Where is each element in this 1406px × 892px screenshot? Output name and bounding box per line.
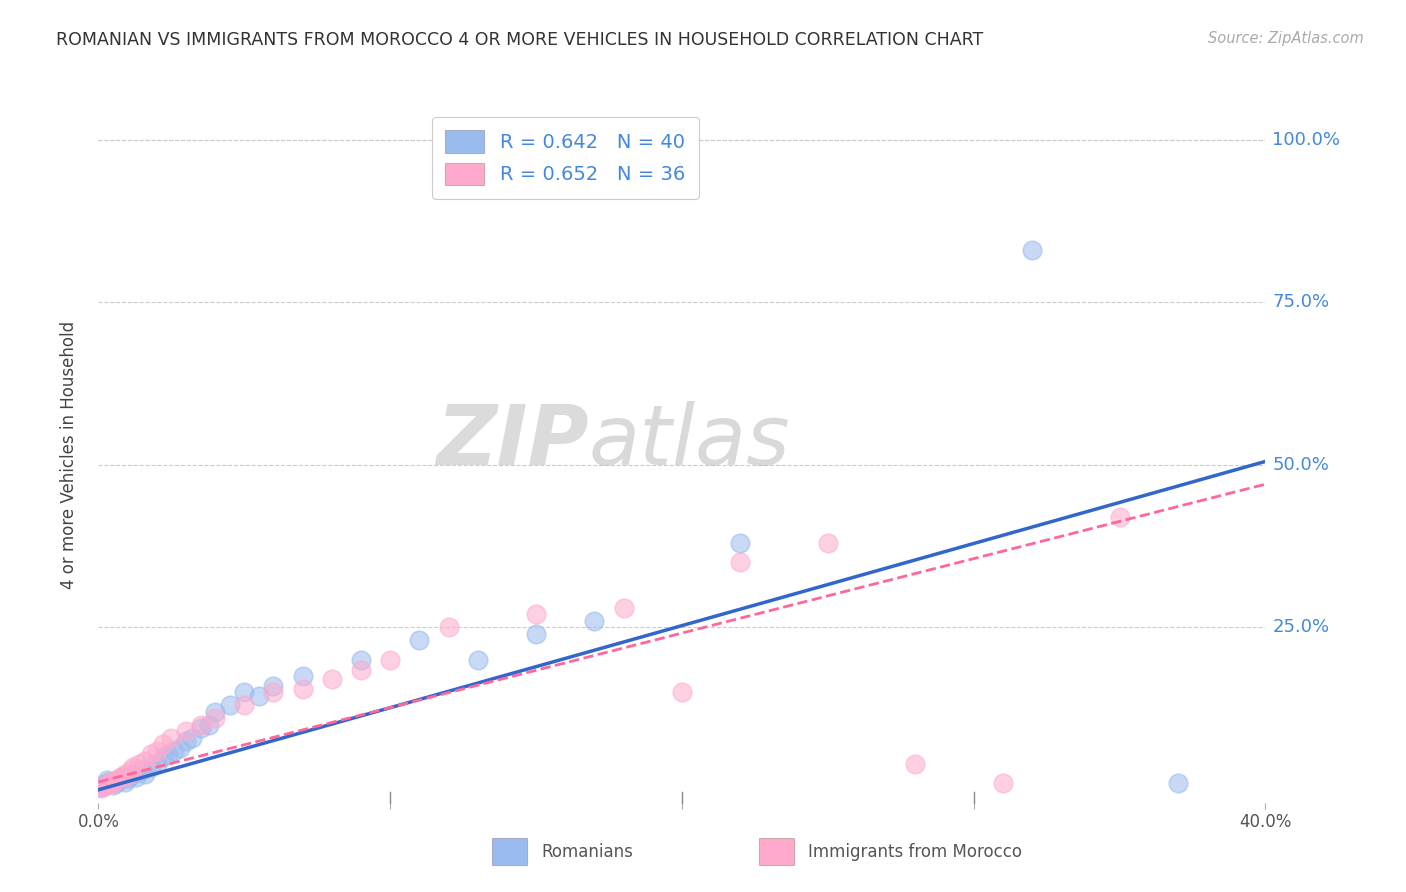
Point: [122, 766, 145, 780]
Text: Romanians: Romanians: [541, 843, 633, 861]
Point: [262, 679, 284, 693]
Point: [904, 756, 927, 771]
Point: [111, 770, 134, 784]
Point: [96, 776, 118, 790]
Point: [174, 724, 197, 739]
Point: [111, 770, 134, 784]
Point: [169, 740, 191, 755]
Point: [233, 698, 256, 713]
Point: [108, 772, 131, 787]
Point: [817, 535, 839, 549]
Point: [98, 775, 121, 789]
Point: [204, 711, 226, 725]
Point: [104, 772, 127, 787]
Text: ZIP: ZIP: [436, 401, 589, 482]
Point: [163, 744, 186, 758]
Point: [122, 760, 145, 774]
Point: [583, 614, 606, 628]
Point: [152, 737, 174, 751]
Point: [101, 778, 124, 792]
Point: [108, 771, 131, 785]
Point: [190, 721, 212, 735]
Point: [437, 620, 460, 634]
Point: [117, 771, 139, 785]
Point: [157, 747, 180, 761]
Point: [174, 734, 197, 748]
Point: [98, 775, 121, 789]
Point: [90, 780, 112, 794]
Point: [408, 633, 430, 648]
Point: [134, 766, 156, 780]
Text: Source: ZipAtlas.com: Source: ZipAtlas.com: [1208, 31, 1364, 46]
Point: [524, 607, 547, 622]
Point: [671, 685, 693, 699]
Point: [350, 663, 373, 677]
Text: atlas: atlas: [589, 401, 790, 482]
Point: [350, 653, 373, 667]
Point: [139, 747, 162, 761]
Text: Immigrants from Morocco: Immigrants from Morocco: [808, 843, 1022, 861]
Point: [378, 653, 402, 667]
Text: 50.0%: 50.0%: [1272, 456, 1329, 474]
Point: [90, 780, 112, 795]
Point: [612, 600, 634, 615]
Point: [114, 766, 136, 780]
Legend: R = 0.642   N = 40, R = 0.652   N = 36: R = 0.642 N = 40, R = 0.652 N = 36: [432, 117, 699, 199]
Point: [291, 669, 314, 683]
Point: [262, 685, 284, 699]
Point: [117, 768, 139, 782]
Point: [233, 685, 256, 699]
Text: 25.0%: 25.0%: [1272, 618, 1330, 636]
Point: [96, 778, 118, 792]
Point: [728, 535, 751, 549]
Point: [139, 760, 162, 774]
Point: [247, 689, 270, 703]
Point: [160, 731, 183, 745]
Point: [93, 778, 115, 792]
Text: 100.0%: 100.0%: [1272, 130, 1340, 149]
Point: [93, 779, 115, 793]
Point: [198, 718, 221, 732]
Point: [146, 744, 169, 758]
Point: [120, 764, 142, 778]
Point: [321, 672, 343, 686]
Point: [114, 775, 136, 789]
Point: [146, 756, 169, 771]
Point: [1167, 776, 1189, 790]
Point: [991, 776, 1014, 790]
Point: [180, 731, 202, 745]
Point: [218, 698, 240, 713]
Point: [120, 768, 142, 782]
Point: [131, 764, 153, 778]
Y-axis label: 4 or more Vehicles in Household: 4 or more Vehicles in Household: [59, 321, 77, 589]
Point: [190, 718, 212, 732]
Point: [204, 705, 226, 719]
Point: [728, 555, 751, 569]
Point: [125, 770, 148, 784]
Point: [467, 653, 489, 667]
Point: [1021, 243, 1043, 257]
Text: 75.0%: 75.0%: [1272, 293, 1330, 311]
Point: [101, 776, 124, 790]
Point: [104, 776, 127, 790]
Point: [1108, 509, 1130, 524]
Point: [128, 756, 150, 771]
Point: [291, 681, 314, 696]
Text: ROMANIAN VS IMMIGRANTS FROM MOROCCO 4 OR MORE VEHICLES IN HOUSEHOLD CORRELATION : ROMANIAN VS IMMIGRANTS FROM MOROCCO 4 OR…: [56, 31, 983, 49]
Point: [524, 626, 547, 640]
Point: [152, 750, 174, 764]
Point: [134, 754, 156, 768]
Point: [96, 772, 118, 787]
